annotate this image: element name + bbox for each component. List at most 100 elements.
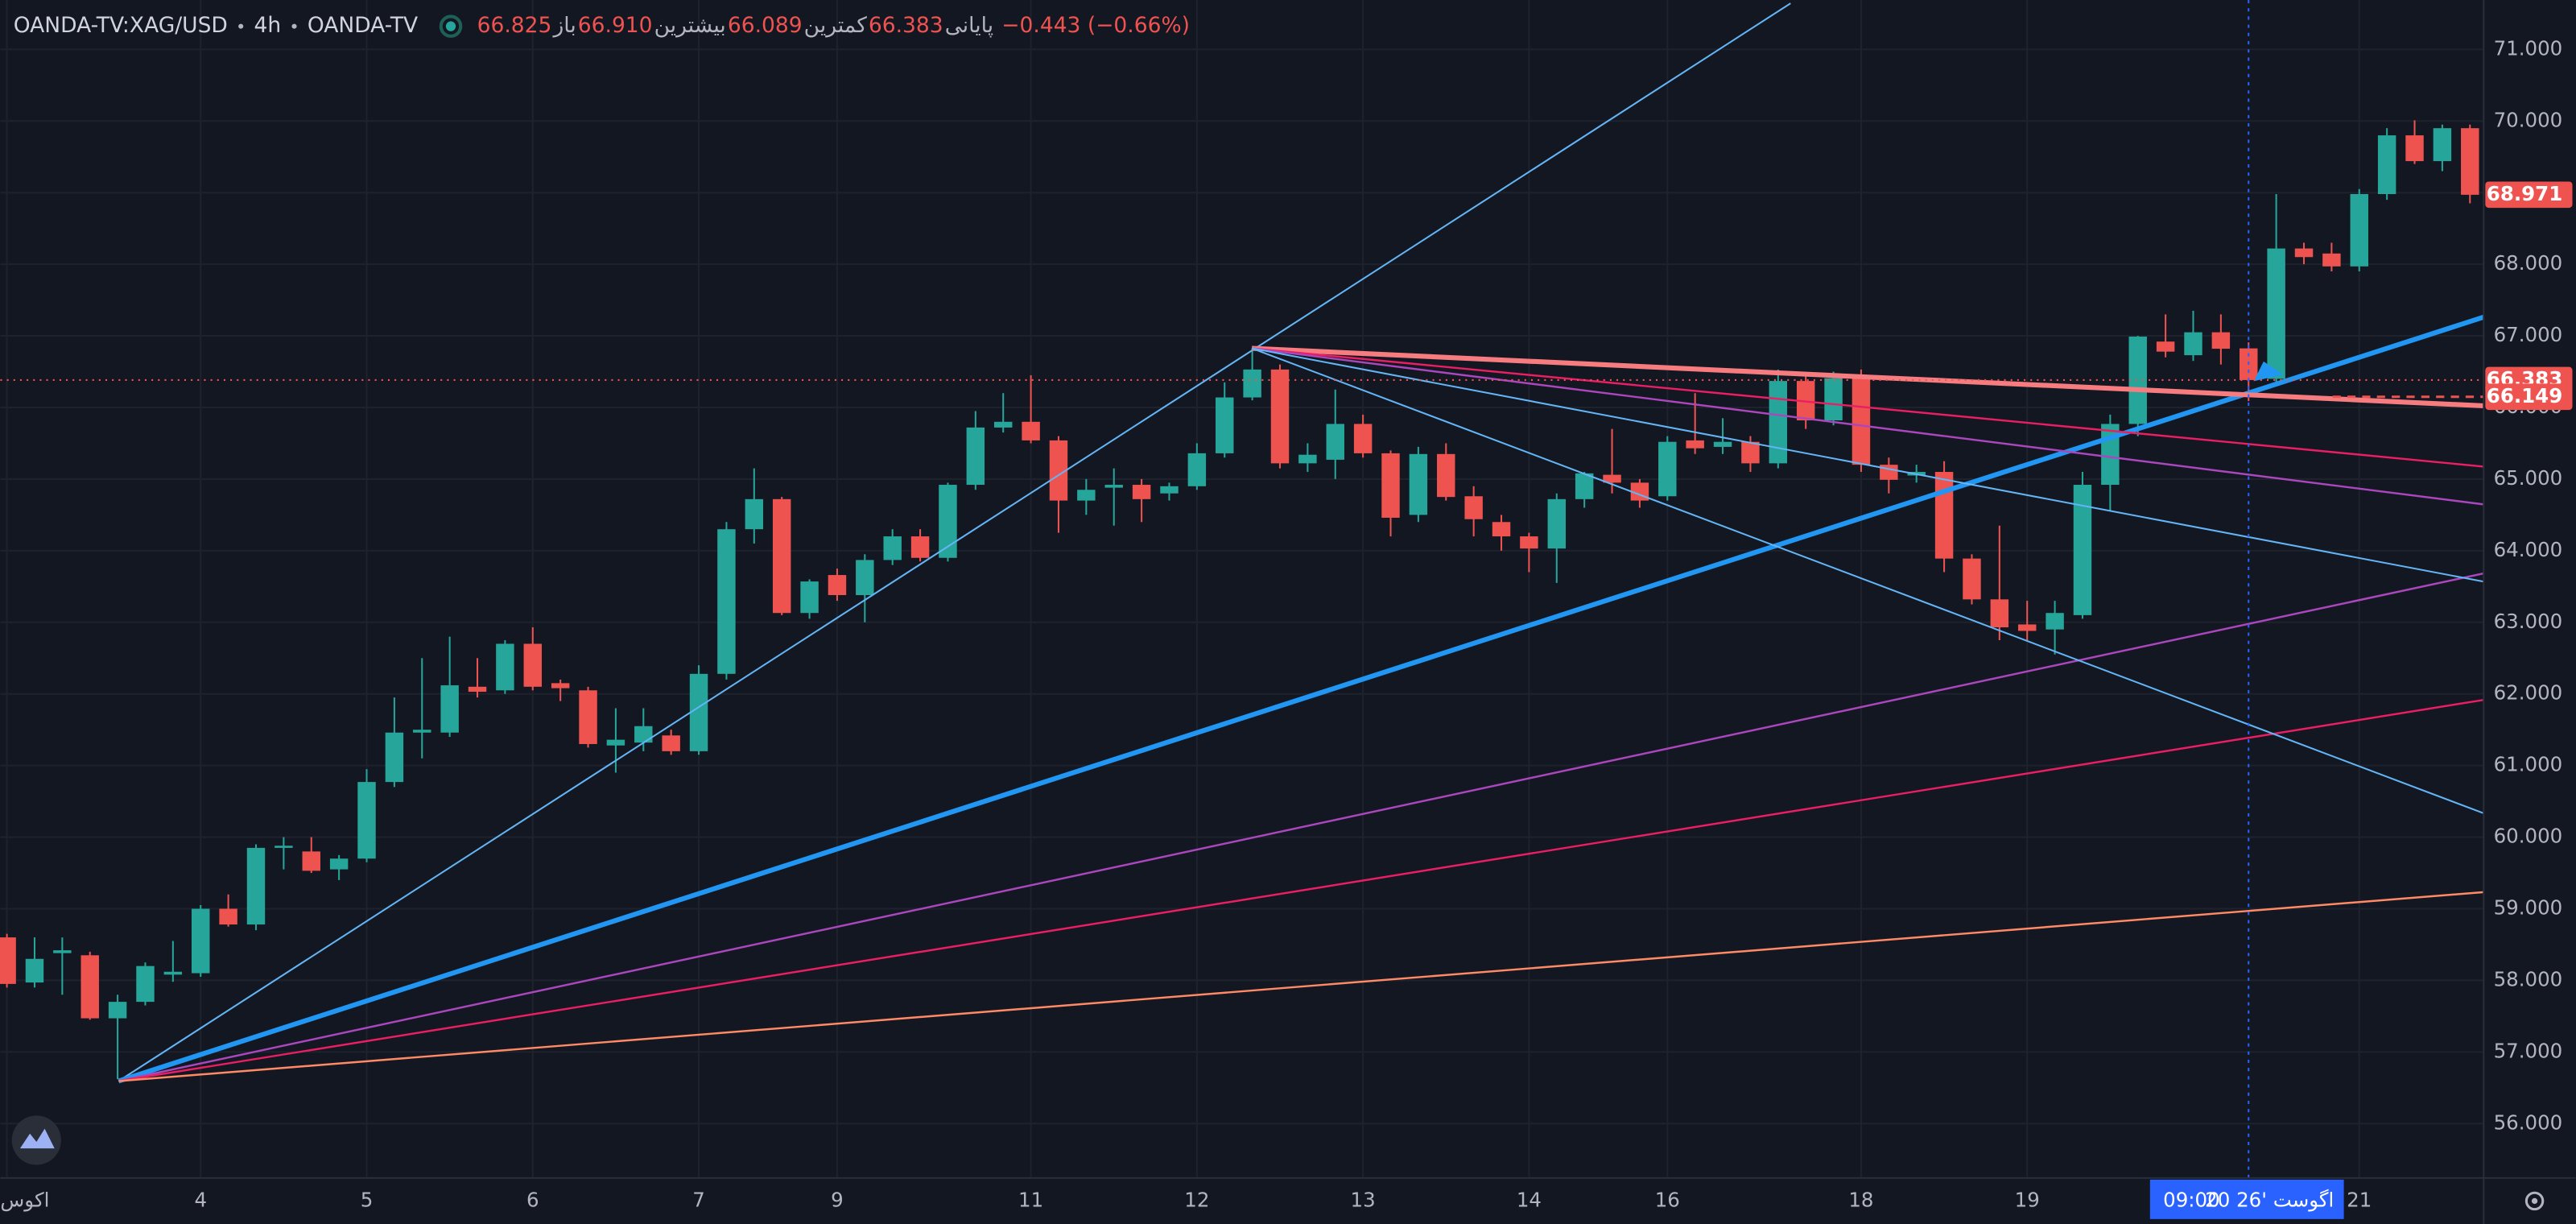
ohlc-value: 66.383 — [869, 13, 943, 38]
fan-line — [1251, 345, 2484, 409]
candle-body — [329, 858, 349, 870]
candle-body — [689, 673, 708, 751]
candle-body — [1022, 421, 1040, 440]
y-tick-label: 64.000 — [2494, 538, 2563, 561]
fan-line — [118, 314, 2485, 1084]
candle-body — [2211, 332, 2231, 349]
x-tick-label: اکوس — [0, 1188, 49, 1211]
ohlc-value: 66.089 — [728, 13, 803, 38]
change: −0.443 (−0.66%) — [1001, 13, 1190, 38]
candle-body — [2294, 248, 2314, 258]
candle-body — [468, 686, 487, 693]
candle-body — [993, 421, 1013, 428]
candle-body — [496, 643, 514, 691]
status-ring — [439, 14, 463, 38]
y-tick-label: 59.000 — [2494, 896, 2563, 920]
y-tick-label: 62.000 — [2494, 681, 2563, 705]
candle-body — [302, 851, 320, 871]
interval: 4h — [254, 13, 282, 38]
candle-body — [1713, 441, 1732, 447]
x-tick-label: 4 — [194, 1188, 207, 1211]
y-tick-label: 67.000 — [2494, 323, 2563, 346]
candle-body — [357, 782, 376, 859]
candle-body — [136, 966, 155, 1003]
x-tick-label: 14 — [1517, 1188, 1542, 1211]
fan-line — [118, 2, 1791, 1082]
candle-body — [108, 1002, 127, 1019]
x-tick-label: 12 — [1184, 1188, 1209, 1211]
candle-body — [1160, 486, 1179, 494]
candle-body — [523, 643, 543, 687]
settings-icon[interactable] — [2524, 1191, 2545, 1211]
candle-body — [634, 726, 653, 743]
fan-line — [1251, 347, 2484, 468]
candle-body — [856, 560, 874, 595]
candle-body — [1104, 485, 1123, 488]
y-tick-label: 56.000 — [2494, 1110, 2563, 1134]
candle-body — [192, 908, 210, 974]
candle-body — [1963, 558, 1981, 600]
candle-body — [2046, 613, 2064, 630]
candle-body — [1769, 381, 1788, 464]
candle-body — [2350, 193, 2368, 267]
fan-line — [1251, 347, 2484, 583]
legend-header: OANDA-TV:XAG/USD 4h OANDA-TV 66.825 باز 66.91… — [14, 13, 1190, 38]
ohlc-label: پایانی — [945, 13, 993, 38]
candle-body — [385, 732, 404, 783]
candle-body — [53, 950, 72, 953]
candle-body — [1409, 453, 1428, 515]
symbol: OANDA-TV:XAG/USD — [14, 13, 228, 38]
price-label-box — [2485, 383, 2573, 411]
logo[interactable] — [11, 1115, 61, 1165]
y-tick-label: 57.000 — [2494, 1039, 2563, 1062]
candle-body — [1603, 474, 1621, 483]
candle-body — [717, 529, 736, 674]
ohlc-label: کمترین — [804, 13, 868, 38]
crosshair-date: 20 اگوست '26 — [2205, 1188, 2334, 1211]
fan-line — [118, 572, 2484, 1082]
candle-body — [1437, 453, 1455, 498]
x-tick-label: 11 — [1018, 1188, 1043, 1211]
y-tick-label: 65.000 — [2494, 466, 2563, 490]
candle-body — [1049, 440, 1068, 501]
candle-body — [772, 498, 791, 614]
candle-body — [1658, 441, 1677, 497]
candle-body — [939, 485, 957, 558]
y-tick-label: 63.000 — [2494, 610, 2563, 633]
candle-body — [1520, 536, 1538, 549]
candle-body — [662, 735, 680, 751]
fan-line — [1251, 347, 2484, 814]
candle-body — [1575, 473, 1594, 499]
candle-body — [2461, 128, 2479, 195]
x-tick-label: 13 — [1351, 1188, 1376, 1211]
candle-body — [2073, 485, 2092, 615]
gann-fans — [118, 2, 2485, 1084]
candle-body — [1270, 369, 1290, 464]
crosshair-time: 09:00 — [2163, 1188, 2220, 1211]
logo-circle[interactable] — [11, 1115, 61, 1165]
x-tick-label: 9 — [831, 1188, 844, 1211]
candle-body — [25, 958, 44, 983]
y-tick-label: 71.000 — [2494, 36, 2563, 60]
axes: 56.000 57.000 58.000 59.000 60.000 61.000 62.0… — [0, 36, 2573, 1219]
candle-body — [219, 908, 237, 925]
candle-body — [966, 427, 985, 486]
x-tick-label: 5 — [361, 1188, 374, 1211]
candle-body — [1077, 490, 1096, 501]
status-dot — [445, 21, 456, 31]
candle-body — [2433, 128, 2452, 162]
candle-body — [1243, 369, 1261, 398]
candle-body — [2184, 332, 2202, 356]
candle-body — [828, 575, 847, 595]
candle-body — [2405, 135, 2424, 162]
candle-body — [1824, 378, 1843, 421]
candle-body — [1298, 454, 1317, 464]
candle-body — [1852, 378, 1871, 465]
crosshair-time-box — [2149, 1179, 2344, 1219]
price-label: 68.971 — [2487, 182, 2562, 205]
candle-body — [1990, 599, 2009, 628]
gear[interactable] — [2524, 1191, 2545, 1211]
